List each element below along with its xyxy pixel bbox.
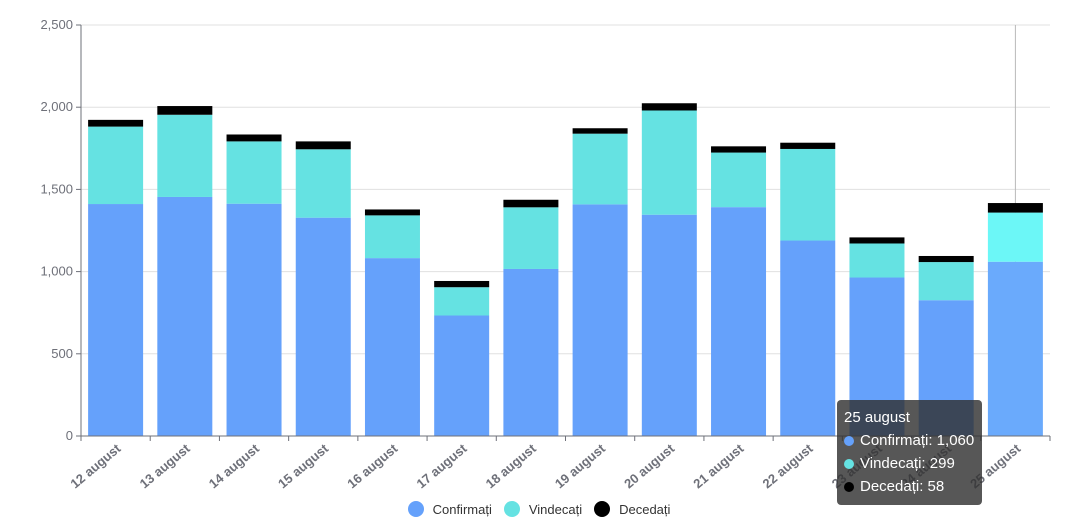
y-tick-label: 1,000 [40,264,73,279]
bar-deceased [88,119,144,127]
bar-recovered [711,152,767,208]
bar-deceased [987,203,1043,213]
grid-lines [81,24,1050,436]
bar-recovered [641,110,697,215]
legend: Confirmați Vindecați Decedați [0,500,1078,518]
recovered-dot-icon [844,458,854,469]
bar-recovered [987,212,1043,262]
bar-confirmed [572,204,628,436]
legend-item-confirmed[interactable]: Confirmați [407,500,492,518]
x-tick-label: 16 august [344,440,401,491]
legend-recovered-swatch [503,501,520,517]
bar-confirmed [641,214,697,436]
bar-recovered [88,126,144,205]
confirmed-dot-icon [844,435,854,446]
bar-confirmed [226,203,282,436]
x-tick-label: 13 august [137,440,194,491]
x-tick-label: 19 august [552,440,609,491]
bar-confirmed [434,315,490,436]
tooltip-deceased-label: Decedați: 58 [860,478,945,495]
y-tick-label: 500 [51,346,73,361]
legend-deceased-label: Decedați [619,501,671,517]
legend-item-deceased[interactable]: Decedați [594,500,670,518]
bar-recovered [157,114,213,197]
legend-item-recovered[interactable]: Vindecați [503,500,583,518]
x-tick-label: 17 august [413,440,470,491]
bar-recovered [295,149,351,218]
bar-recovered [780,148,836,241]
deceased-dot-icon [844,481,854,492]
x-tick-label: 15 august [275,440,332,491]
bar-deceased [226,134,282,142]
x-tick-label: 20 august [621,440,678,491]
bar-deceased [780,142,836,149]
bar-recovered [434,287,490,316]
bar-deceased [918,255,974,263]
bar-deceased [641,103,697,111]
bar-confirmed [157,196,213,436]
x-tick-label: 21 august [690,440,747,491]
bar-deceased [849,237,905,244]
bar-deceased [503,199,559,208]
bar-deceased [295,141,351,150]
tooltip-confirmed-label: Confirmați: 1,060 [860,432,975,449]
bar-deceased [157,106,213,115]
tooltip-recovered-label: Vindecați: 299 [860,455,955,472]
legend-deceased-swatch [594,501,611,517]
tooltip-row-deceased: Decedați: 58 [844,475,974,498]
bar-recovered [503,207,559,269]
bar-recovered [226,141,282,204]
tooltip-row-confirmed: Confirmați: 1,060 [844,429,974,452]
bar-recovered [572,133,628,205]
bar-confirmed [364,258,420,436]
tooltip-title: 25 august [844,409,910,426]
bar-deceased [572,128,628,134]
y-tick-label: 1,500 [40,181,73,196]
x-tick-label: 22 august [760,440,817,491]
x-tick-label: 12 august [67,440,124,491]
bar-deceased [711,146,767,153]
bar-confirmed [295,217,351,436]
bar-recovered [918,262,974,301]
y-tick-label: 0 [66,428,73,443]
bar-deceased [364,209,420,216]
bar-recovered [849,243,905,278]
bar-confirmed [780,240,836,436]
bar-confirmed [503,268,559,436]
legend-recovered-label: Vindecați [528,501,583,517]
legend-confirmed-swatch [407,501,424,517]
bar-confirmed [88,204,144,436]
y-tick-label: 2,500 [40,17,73,32]
bar-confirmed [987,261,1043,436]
x-tick-label: 18 august [483,440,540,491]
y-tick-label: 2,000 [40,99,73,114]
x-tick-label: 14 august [206,440,263,491]
tooltip: 25 august Confirmați: 1,060 Vindecați: 2… [837,400,983,505]
bars [88,103,1043,436]
bar-deceased [434,280,490,288]
bar-recovered [364,215,420,259]
legend-confirmed-label: Confirmați [432,501,492,517]
tooltip-row-recovered: Vindecați: 299 [844,452,974,475]
bar-confirmed [711,207,767,436]
